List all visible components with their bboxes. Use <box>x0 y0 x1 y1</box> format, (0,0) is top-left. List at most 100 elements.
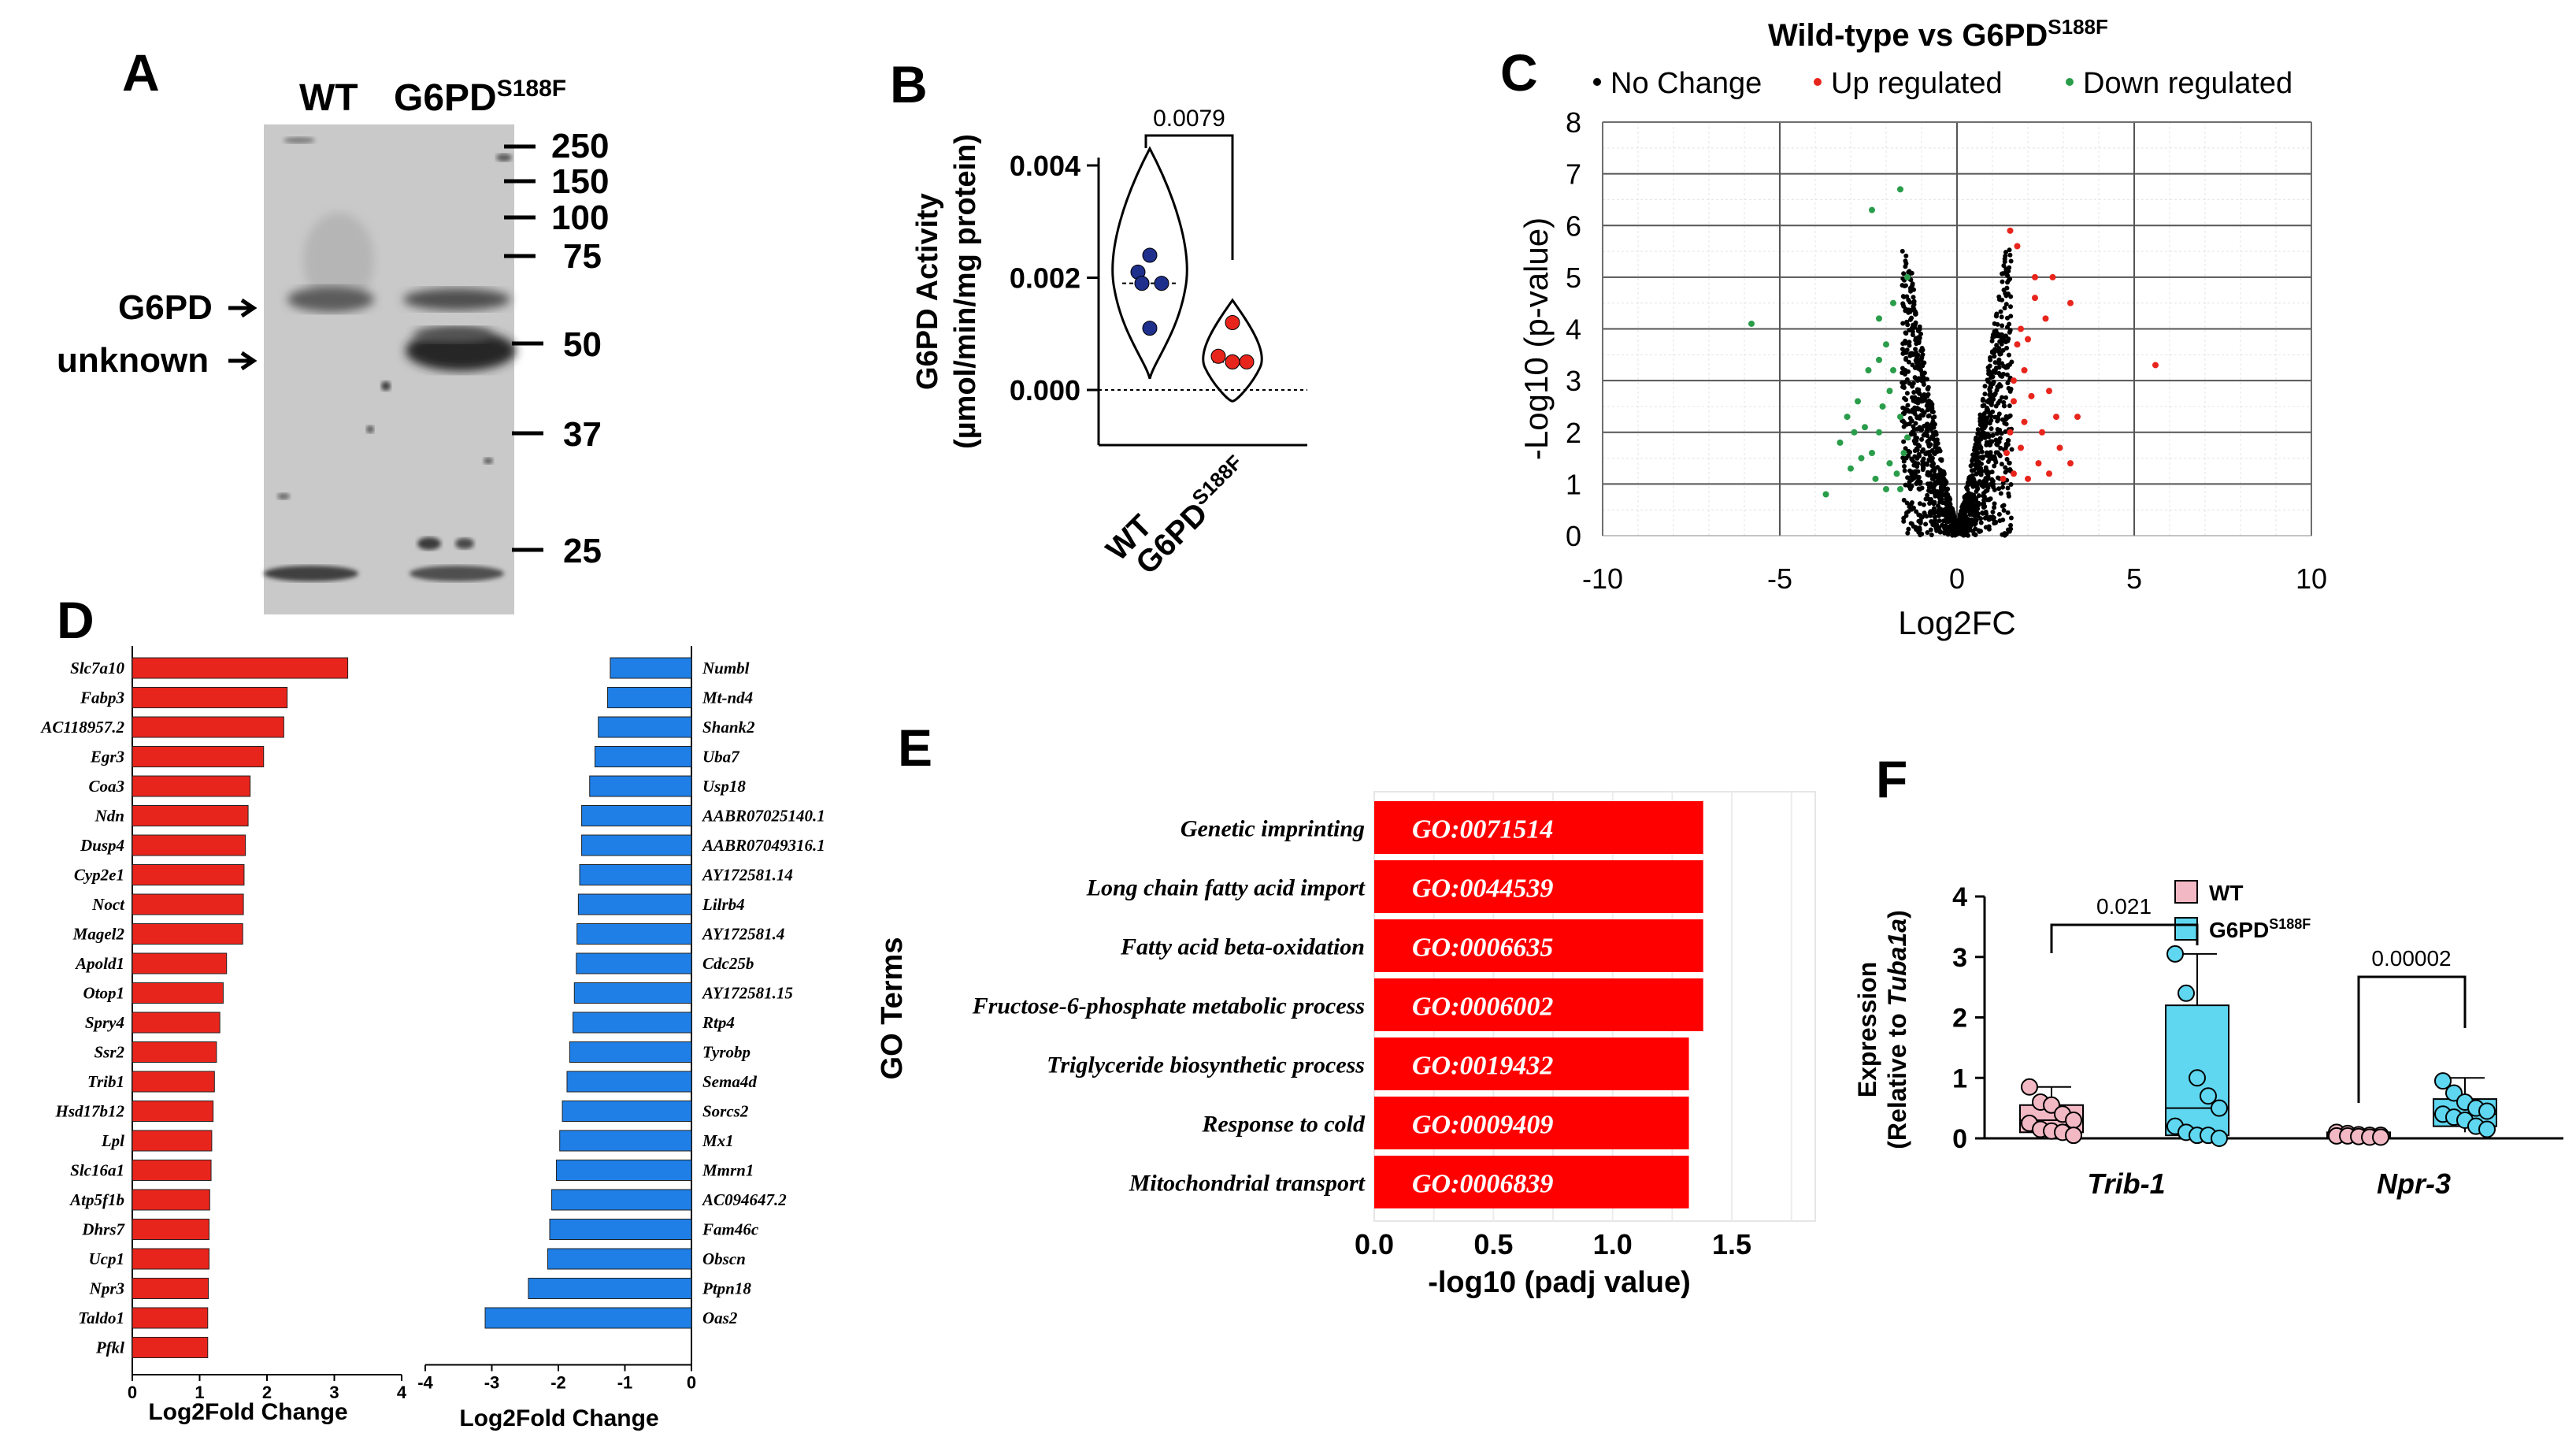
c-point-no-change <box>1907 480 1912 485</box>
b-ylabel: G6PD Activity <box>911 193 944 390</box>
d-down-xtick-label: -4 <box>417 1373 433 1393</box>
c-point-no-change <box>1929 406 1935 411</box>
f-ylabel2-pre: (Relative to <box>1883 1006 1911 1149</box>
c-point-down <box>1897 485 1903 492</box>
f-point <box>2021 1078 2038 1096</box>
d-up-category: Egr3 <box>90 748 124 767</box>
c-point-no-change <box>1982 392 1988 397</box>
f-bracket-npr <box>2357 975 2467 1103</box>
f-legend-mut: G6PDS188F <box>2209 916 2311 942</box>
band-label-g6pd: G6PD <box>118 288 213 327</box>
c-point-up <box>2049 273 2056 280</box>
c-point-no-change <box>1993 328 1999 333</box>
c-point-no-change <box>1988 355 1993 360</box>
c-point-no-change <box>2002 256 2007 262</box>
d-up-bar <box>132 952 228 974</box>
c-point-no-change <box>1900 418 1906 424</box>
c-point-no-change <box>1932 468 1937 473</box>
c-point-no-change <box>2007 460 2012 466</box>
panel-f: F Expression (Relative to Tuba1a) 01234 … <box>1853 750 2563 1200</box>
f-ytick-label: 4 <box>1952 882 1967 912</box>
c-point-no-change <box>1974 457 1979 462</box>
c-point-up <box>2067 299 2074 306</box>
c-point-up <box>2011 398 2017 405</box>
c-point-up <box>2011 470 2017 477</box>
b-point-wt <box>1154 276 1169 291</box>
c-point-no-change <box>1931 425 1937 430</box>
c-point-no-change <box>1989 349 1995 355</box>
c-point-no-change <box>1903 306 1908 312</box>
c-point-no-change <box>1957 514 1963 519</box>
f-ytick-label: 0 <box>1952 1124 1967 1154</box>
c-point-no-change <box>2008 526 2014 532</box>
c-point-up <box>2014 341 2021 348</box>
marker-25: 25 <box>563 532 602 570</box>
panel-c: C Wild-type vs G6PDS188F No Change Up re… <box>1500 15 2327 641</box>
c-point-no-change <box>1921 413 1926 418</box>
d-up-category: Dusp4 <box>80 836 124 855</box>
c-point-no-change <box>1936 493 1941 499</box>
d-down-xtick-label: 0 <box>687 1373 696 1393</box>
c-point-no-change <box>1979 426 1985 432</box>
marker-50: 50 <box>563 325 602 364</box>
d-down-category: Sorcs2 <box>702 1102 749 1121</box>
c-point-no-change <box>2003 293 2009 299</box>
c-point-no-change <box>1926 457 1932 462</box>
c-point-up <box>2021 367 2028 373</box>
c-point-no-change <box>1975 431 1981 436</box>
c-point-no-change <box>1985 379 1991 384</box>
c-point-no-change <box>1979 449 1985 455</box>
d-down-category: AABR07049316.1 <box>701 836 825 855</box>
lane-label-mut-sup: S188F <box>497 76 566 102</box>
d-up-bar <box>132 1101 214 1122</box>
d-up-category: Apold1 <box>74 954 124 973</box>
c-point-no-change <box>1928 527 1933 533</box>
c-point-no-change <box>1901 457 1907 462</box>
blot-image <box>264 124 516 614</box>
d-down-xtick-label: -1 <box>617 1373 633 1393</box>
b-point-mut <box>1225 354 1240 369</box>
c-point-no-change <box>1981 500 1987 506</box>
d-up-category: Otop1 <box>83 984 125 1003</box>
c-point-no-change <box>1918 520 1923 525</box>
c-point-no-change <box>2000 395 2005 400</box>
d-up-bar <box>132 923 243 945</box>
d-up-xtick-label: 4 <box>397 1383 407 1402</box>
d-up-category: Pfkl <box>95 1338 124 1357</box>
e-xlabel: -log10 (padj value) <box>1428 1266 1691 1299</box>
c-point-no-change <box>1921 502 1926 507</box>
panel-label-b: B <box>890 55 928 113</box>
c-point-down <box>1890 367 1896 373</box>
c-point-no-change <box>2005 438 2011 444</box>
panel-b: B G6PD Activity (µmol/min/mg protein) 0.… <box>890 55 1307 581</box>
c-point-no-change <box>1900 366 1905 371</box>
c-point-up <box>2053 414 2059 421</box>
c-point-no-change <box>1927 400 1933 406</box>
d-up-category: Ucp1 <box>89 1249 125 1268</box>
c-point-no-change <box>1912 395 1918 400</box>
c-point-no-change <box>1969 503 1974 509</box>
c-point-no-change <box>1906 526 1911 532</box>
f-point <box>2434 1072 2452 1090</box>
d-up-bar <box>132 805 249 826</box>
d-up-category: Fabp3 <box>80 689 124 707</box>
c-point-up <box>2046 470 2052 477</box>
c-point-down <box>1904 273 1911 280</box>
c-point-no-change <box>1923 496 1929 502</box>
c-point-no-change <box>1919 355 1925 361</box>
band-label-unknown: unknown <box>57 341 209 380</box>
c-point-no-change <box>1928 513 1933 518</box>
legend-up: Up regulated <box>1831 67 2003 100</box>
c-point-no-change <box>1903 482 1908 488</box>
c-point-no-change <box>1917 453 1922 458</box>
c-point-up <box>2028 392 2035 399</box>
c-point-no-change <box>1970 462 1975 467</box>
legend-swatch-mut <box>2174 917 2198 941</box>
e-category-label: Fructose-6-phosphate metabolic process <box>972 993 1365 1019</box>
c-point-no-change <box>2001 263 2007 269</box>
c-point-no-change <box>1992 354 1997 359</box>
c-point-up <box>2046 388 2052 395</box>
c-point-no-change <box>1978 516 1984 522</box>
c-point-no-change <box>1900 341 1906 347</box>
b-significance-bracket <box>1144 134 1234 260</box>
